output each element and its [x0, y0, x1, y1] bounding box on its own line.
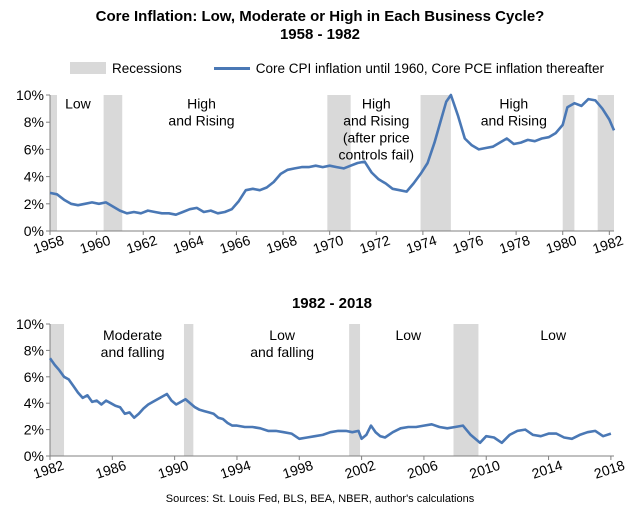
y-tick-label: 10% [16, 87, 44, 103]
annotation-label: High and Rising (after price controls fail) [339, 96, 414, 163]
annotation-line: Low [65, 96, 92, 112]
annotation-label: Low and falling [250, 327, 314, 360]
legend-series-swatch [213, 66, 250, 70]
y-tick-label: 8% [24, 342, 44, 358]
annotation-line: High [362, 96, 391, 112]
y-tick-label: 10% [16, 316, 44, 332]
x-tick-label: 1968 [264, 232, 299, 257]
x-tick-label: 1972 [357, 232, 392, 257]
annotation-line: Low [395, 327, 422, 343]
recession-bar [103, 95, 123, 231]
recession-bar [597, 95, 614, 231]
x-tick-label: 1978 [497, 232, 532, 257]
series-line [49, 93, 616, 216]
legend-series-label: Core CPI inflation until 1960, Core PCE … [255, 60, 604, 76]
y-tick-label: 2% [24, 422, 44, 438]
panel-title: 1982 - 2018 [292, 295, 372, 312]
x-tick-label: 1998 [280, 457, 315, 482]
annotation-line: High [187, 96, 216, 112]
y-tick-label: 2% [24, 196, 44, 212]
y-tick-label: 6% [24, 369, 44, 385]
recession-bar [327, 95, 351, 231]
x-tick-label: 1964 [171, 232, 206, 257]
annotation-line: controls fail) [339, 147, 414, 163]
annotation-line: High [499, 96, 528, 112]
annotation-line: (after price [343, 130, 410, 146]
annotation-line: and falling [250, 344, 314, 360]
annotation-label: Low [395, 327, 422, 343]
recession-bar [50, 95, 57, 231]
annotation-line: Moderate [103, 327, 162, 343]
x-tick-label: 1960 [78, 232, 113, 257]
chart-title: Core Inflation: Low, Moderate or High in… [95, 8, 545, 25]
recession-bar [453, 324, 479, 456]
annotation-line: and Rising [481, 113, 547, 129]
recession-bar [50, 324, 65, 456]
recession-bar [349, 324, 361, 456]
recession-bar [562, 95, 575, 231]
x-tick-label: 2018 [592, 457, 627, 482]
x-tick-label: 1974 [404, 232, 439, 257]
x-tick-label: 1970 [311, 232, 346, 257]
y-tick-label: 4% [24, 169, 44, 185]
annotation-label: Low [65, 96, 92, 112]
series-line [48, 357, 612, 445]
x-tick-label: 1980 [544, 232, 579, 257]
annotation-line: and falling [101, 344, 165, 360]
legend-recession-swatch [70, 62, 106, 74]
x-tick-label: 1976 [451, 232, 486, 257]
x-tick-label: 1966 [218, 232, 253, 257]
annotation-label: Low [540, 327, 567, 343]
source-note: Sources: St. Louis Fed, BLS, BEA, NBER, … [165, 493, 475, 505]
y-tick-label: 8% [24, 114, 44, 130]
annotation-line: Low [269, 327, 296, 343]
annotation-line: and Rising [168, 113, 234, 129]
y-tick-label: 4% [24, 395, 44, 411]
annotation-line: and Rising [343, 113, 409, 129]
x-tick-label: 1990 [156, 457, 191, 482]
recession-bar [420, 95, 451, 231]
annotation-label: High and Rising [481, 96, 547, 129]
annotation-line: Low [540, 327, 567, 343]
x-tick-label: 2010 [467, 457, 502, 482]
annotation-label: High and Rising [168, 96, 234, 129]
chart-subtitle-top: 1958 - 1982 [279, 26, 361, 43]
recession-bar [183, 324, 194, 456]
x-tick-label: 1982 [591, 232, 626, 257]
x-tick-label: 2002 [343, 457, 378, 482]
chart-panel-1: 0%2%4%6%8%10%1958 1960 1962 1964 1966 1968 197… [16, 87, 625, 257]
y-tick-label: 6% [24, 141, 44, 157]
y-tick-label: 0% [24, 448, 44, 464]
legend-recessions-label: Recessions [112, 60, 182, 76]
x-tick-label: 2014 [530, 457, 565, 482]
x-tick-label: 2006 [405, 457, 440, 482]
y-tick-label: 0% [24, 223, 44, 239]
legend: Recessions Core CPI inflation until 1960… [70, 58, 604, 78]
x-tick-label: 1986 [93, 457, 128, 482]
x-tick-label: 1962 [124, 232, 159, 257]
annotation-label: Moderate and falling [101, 327, 165, 360]
x-tick-label: 1994 [218, 457, 253, 482]
